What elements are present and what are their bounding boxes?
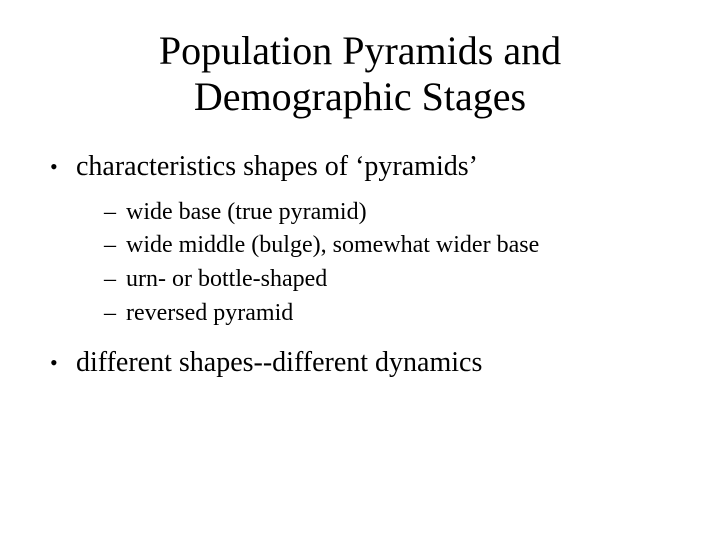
list-subitem-text: wide base (true pyramid) <box>126 196 672 230</box>
list-item: urn- or bottle-shaped <box>104 263 672 297</box>
list-item: characteristics shapes of ‘pyramids’ <box>48 148 672 186</box>
list-item: reversed pyramid <box>104 297 672 331</box>
list-item-text: different shapes--different dynamics <box>76 344 672 382</box>
bullet-icon <box>48 344 76 382</box>
title-line-1: Population Pyramids and <box>159 28 561 73</box>
list-item-text: characteristics shapes of ‘pyramids’ <box>76 148 672 186</box>
list-item: wide middle (bulge), somewhat wider base <box>104 229 672 263</box>
list-subitem-text: wide middle (bulge), somewhat wider base <box>126 229 672 263</box>
dash-icon <box>104 297 126 331</box>
title-line-2: Demographic Stages <box>194 74 526 119</box>
slide: Population Pyramids and Demographic Stag… <box>0 0 720 540</box>
list-subitem-text: reversed pyramid <box>126 297 672 331</box>
bullet-icon <box>48 148 76 186</box>
bullet-list-level1: different shapes--different dynamics <box>48 344 672 382</box>
list-subitem-text: urn- or bottle-shaped <box>126 263 672 297</box>
bullet-list-level2: wide base (true pyramid) wide middle (bu… <box>104 196 672 330</box>
list-item: different shapes--different dynamics <box>48 344 672 382</box>
bullet-list-level1: characteristics shapes of ‘pyramids’ <box>48 148 672 186</box>
list-item: wide base (true pyramid) <box>104 196 672 230</box>
dash-icon <box>104 196 126 230</box>
slide-title: Population Pyramids and Demographic Stag… <box>48 28 672 120</box>
dash-icon <box>104 263 126 297</box>
dash-icon <box>104 229 126 263</box>
